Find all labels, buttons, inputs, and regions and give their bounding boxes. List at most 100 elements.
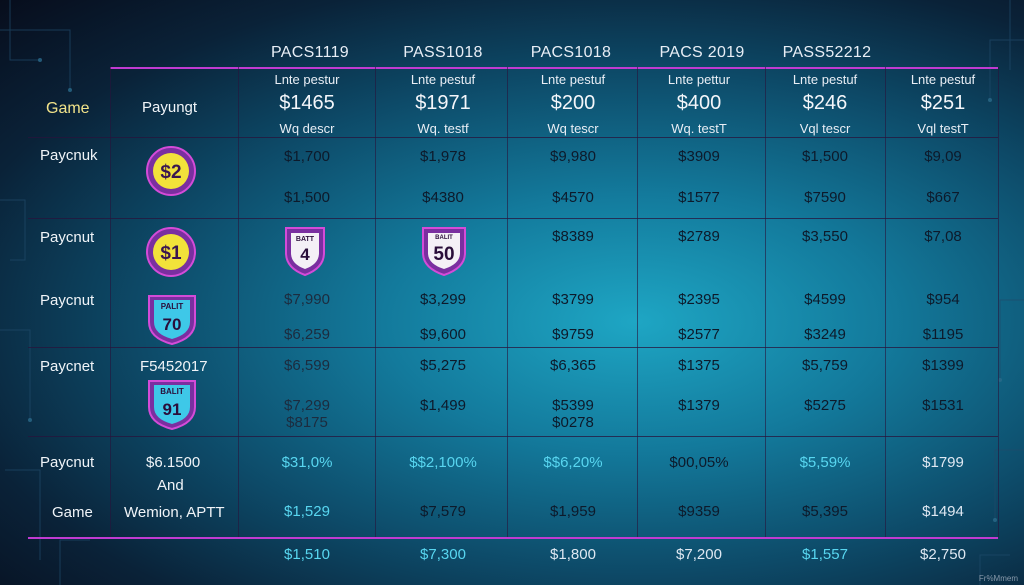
header-line1: Lnte pestuf [792, 72, 858, 87]
table-cell: $1577 [678, 189, 720, 206]
badge-top-text: BALIT [435, 235, 453, 241]
table-cell: $5,275 [420, 357, 466, 374]
total-cell: $1,800 [550, 546, 596, 563]
column-header[interactable]: PACS1119 [270, 44, 349, 61]
row-label: Paycnut [40, 229, 95, 246]
row-divider [28, 218, 998, 219]
table-cell: $4380 [422, 189, 464, 206]
column-divider [507, 67, 508, 537]
coin-badge-icon[interactable]: $1 [145, 226, 197, 278]
table-cell: $7,579 [420, 503, 466, 520]
table-cell: $1399 [922, 357, 964, 374]
table-cell: $1375 [678, 357, 720, 374]
row-divider [28, 347, 998, 348]
header-line3: Wq. testf [417, 121, 469, 136]
table-cell: $2789 [678, 228, 720, 245]
header-price: $400 [676, 92, 722, 114]
table-cell: $1,978 [420, 148, 466, 165]
table-cell: $667 [926, 189, 960, 206]
table-cell: $8175 [286, 414, 328, 431]
total-cell: $2,750 [920, 546, 966, 563]
shield-badge-icon[interactable]: PALIT 70 [146, 292, 198, 346]
table-cell: $9,980 [550, 148, 596, 165]
column-divider [110, 67, 111, 537]
badge-top-text: BATT [296, 236, 315, 243]
header-price: $200 [550, 92, 596, 114]
shield-badge-icon[interactable]: BATT 4 [283, 225, 327, 277]
badge-top-text: BALIT [160, 387, 184, 396]
table-cell: $4599 [804, 291, 846, 308]
header-line1: Lnte pestur [274, 72, 340, 87]
column-divider [998, 67, 999, 537]
column-header[interactable]: PASS52212 [782, 44, 872, 61]
column-divider [637, 67, 638, 537]
coin-badge-icon[interactable]: $2 [145, 145, 197, 197]
table-cell: $6,599 [284, 357, 330, 374]
row-divider [28, 137, 998, 138]
wemion-label: Wemion, APTT [124, 504, 225, 521]
row-label: Paycnuk [40, 147, 98, 164]
badge-top-text: PALIT [161, 302, 184, 311]
table-cell: $2395 [678, 291, 720, 308]
table-cell: $3249 [804, 326, 846, 343]
row-label: Paycnut [40, 454, 95, 471]
table-cell: $1799 [922, 454, 964, 471]
header-line1: Lnte pestuf [540, 72, 606, 87]
table-cell: $5,759 [802, 357, 848, 374]
header-price: $1465 [279, 92, 335, 114]
table-cell: $5399 [552, 397, 594, 414]
table-cell: $3909 [678, 148, 720, 165]
game-label: Game [46, 100, 90, 117]
table-cell: $7,08 [924, 228, 962, 245]
table-cell: $9759 [552, 326, 594, 343]
row-label: Paycnut [40, 292, 95, 309]
column-header[interactable]: PACS1018 [530, 44, 612, 61]
header-price: $1971 [415, 92, 471, 114]
table-cell: $1,700 [284, 148, 330, 165]
table-cell: $5,59% [799, 454, 851, 471]
column-header[interactable]: PACS 2019 [659, 44, 745, 61]
header-line1: Lnte pestuf [410, 72, 476, 87]
shield-badge-icon[interactable]: BALIT 50 [420, 225, 468, 277]
table-cell: $1,959 [550, 503, 596, 520]
badge-text: 70 [163, 315, 182, 334]
badge-text: 50 [433, 244, 454, 265]
row-label: Paycnet [40, 358, 95, 375]
badge-text: 4 [300, 245, 310, 264]
table-cell: $9359 [678, 503, 720, 520]
column-header[interactable]: PASS1018 [403, 44, 483, 61]
table-cell: $$2,100% [409, 454, 477, 471]
header-line1: Lnte pettur [667, 72, 731, 87]
table-cell: $1,500 [284, 189, 330, 206]
badge-text: $1 [160, 243, 182, 264]
column-divider [375, 67, 376, 537]
header-price: $246 [802, 92, 848, 114]
table-cell: $7,299 [284, 397, 330, 414]
f-code-label: F5452017 [140, 358, 208, 375]
badge-text: 91 [163, 400, 182, 419]
table-cell: $954 [926, 291, 960, 308]
table-cell: $9,600 [420, 326, 466, 343]
table-cell: $3799 [552, 291, 594, 308]
total-cell: $7,300 [420, 546, 466, 563]
header-line3: Wq. testT [671, 121, 727, 136]
header-divider [110, 67, 998, 69]
table-cell: $4570 [552, 189, 594, 206]
table-cell: $1195 [922, 326, 964, 343]
shield-badge-icon[interactable]: BALIT 91 [146, 377, 198, 431]
total-cell: $1,557 [802, 546, 848, 563]
table-cell: $8389 [552, 228, 594, 245]
header-line3: Wq tescr [547, 121, 599, 136]
table-cell: $3,299 [420, 291, 466, 308]
table-cell: $7590 [804, 189, 846, 206]
table-cell: $1,529 [284, 503, 330, 520]
header-line3: Vql testT [917, 121, 969, 136]
header-price: $251 [920, 92, 966, 114]
footer-divider [28, 537, 998, 539]
table-cell: $31,0% [281, 454, 333, 471]
table-cell: $6,259 [284, 326, 330, 343]
row-label: Game [52, 504, 93, 521]
amount-label: $6.1500 [146, 454, 201, 471]
header-line3: Wq descr [279, 121, 335, 136]
table-cell: $7,990 [284, 291, 330, 308]
